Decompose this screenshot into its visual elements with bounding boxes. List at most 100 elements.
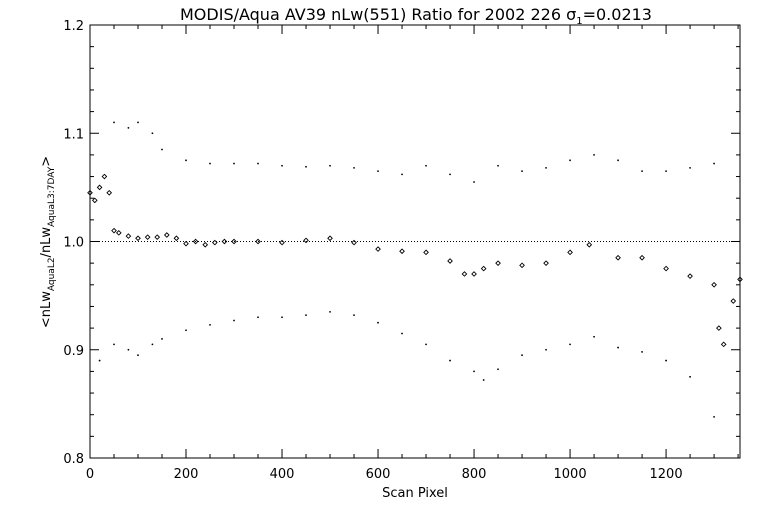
data-point	[471, 271, 477, 277]
envelope-point	[545, 166, 547, 169]
data-point	[279, 239, 285, 246]
data-point	[720, 341, 727, 348]
x-tick-label: 800	[462, 467, 487, 482]
series-1	[113, 89, 741, 183]
data-point	[144, 234, 151, 241]
data-point	[480, 265, 487, 272]
envelope-point	[185, 159, 187, 162]
data-point	[211, 239, 218, 246]
data-point	[327, 235, 333, 242]
data-point	[495, 260, 501, 266]
x-tick-label: 400	[270, 467, 295, 482]
envelope-point	[113, 343, 115, 346]
envelope-point	[305, 314, 307, 317]
data-point	[716, 325, 722, 331]
envelope-point	[209, 162, 211, 165]
envelope-point	[233, 319, 235, 322]
envelope-point	[641, 351, 643, 353]
envelope-point	[617, 159, 619, 162]
series-2	[98, 310, 715, 418]
envelope-point	[521, 170, 523, 173]
envelope-point	[281, 164, 283, 167]
data-point	[135, 235, 141, 242]
envelope-point	[713, 162, 715, 165]
data-point	[183, 240, 189, 247]
envelope-point	[185, 329, 187, 332]
envelope-point	[305, 165, 307, 168]
data-point	[255, 238, 261, 245]
y-tick-label: 0.8	[63, 452, 84, 467]
envelope-point	[665, 359, 667, 362]
envelope-point	[449, 173, 451, 176]
envelope-point	[137, 121, 139, 124]
y-tick-label: 1.1	[63, 127, 84, 142]
data-point	[687, 273, 693, 279]
envelope-point	[497, 164, 499, 167]
data-point	[115, 230, 122, 236]
envelope-point	[569, 159, 571, 162]
x-axis-label: Scan Pixel	[382, 486, 448, 501]
data-point	[711, 281, 717, 288]
envelope-point	[161, 148, 163, 151]
envelope-point	[473, 370, 475, 373]
envelope-point	[113, 121, 115, 124]
envelope-point	[593, 335, 595, 338]
data-point	[221, 238, 228, 245]
envelope-point	[98, 359, 101, 362]
envelope-point	[545, 348, 547, 351]
data-point	[461, 271, 468, 277]
envelope-point	[209, 323, 211, 326]
envelope-point	[137, 354, 139, 357]
y-tick-label: 1.2	[63, 19, 84, 34]
data-point	[615, 254, 621, 261]
envelope-point	[151, 343, 154, 346]
data-point	[154, 234, 161, 241]
envelope-point	[713, 415, 715, 418]
envelope-point	[353, 166, 355, 169]
x-tick-label: 600	[366, 467, 391, 482]
data-point	[303, 237, 309, 244]
envelope-point	[482, 379, 485, 381]
envelope-point	[425, 164, 427, 167]
data-point	[663, 265, 669, 272]
data-point	[91, 197, 98, 204]
envelope-point	[127, 126, 130, 129]
envelope-point	[665, 170, 667, 173]
y-axis: 0.8 0.9 1.0 1.1 1.2	[63, 19, 740, 467]
envelope-point	[739, 89, 741, 91]
data-point	[111, 227, 117, 234]
data-point	[192, 238, 199, 245]
data-point	[543, 260, 549, 266]
x-tick-label: 200	[174, 467, 199, 482]
y-tick-label: 0.9	[63, 344, 84, 359]
envelope-point	[617, 346, 619, 349]
envelope-point	[257, 162, 259, 165]
envelope-point	[401, 332, 403, 335]
x-axis: 0 200 400 600 800 1000 1200	[86, 25, 739, 482]
chart-title: MODIS/Aqua AV39 nLw(551) Ratio for 2002 …	[180, 5, 652, 27]
envelope-point	[161, 338, 163, 340]
envelope-point	[449, 359, 451, 362]
data-point	[737, 276, 743, 283]
envelope-point	[521, 354, 523, 357]
data-point	[87, 189, 93, 196]
envelope-point	[641, 170, 643, 173]
envelope-point	[473, 181, 475, 183]
envelope-point	[377, 321, 379, 324]
data-point	[106, 189, 113, 196]
data-point	[447, 258, 453, 264]
data-point	[730, 298, 737, 304]
envelope-point	[233, 162, 235, 165]
envelope-point	[257, 316, 259, 319]
data-point	[639, 254, 645, 261]
x-tick-label: 0	[86, 467, 94, 482]
x-tick-label: 1000	[554, 467, 587, 482]
envelope-point	[281, 316, 283, 319]
data-point	[375, 246, 381, 252]
envelope-point	[401, 173, 403, 176]
data-point	[351, 239, 357, 246]
data-point	[399, 248, 405, 255]
series-0	[87, 173, 743, 348]
